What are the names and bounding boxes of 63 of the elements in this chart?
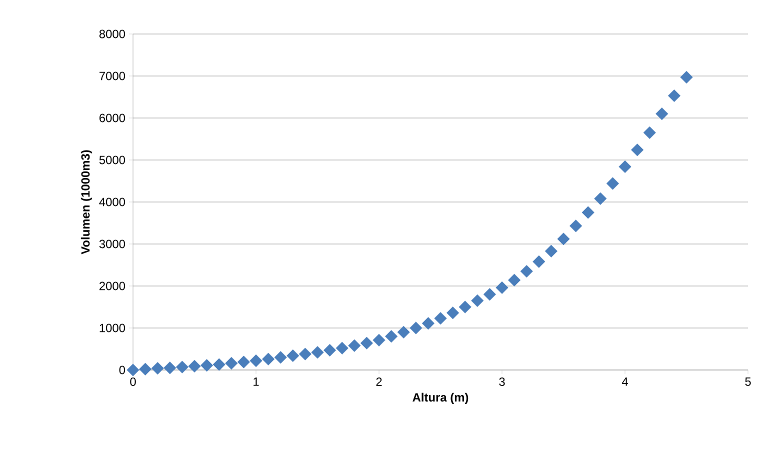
point (422, 317, 434, 330)
point (200, 359, 214, 372)
x-tick-label: 3 (499, 378, 505, 386)
x-tick-label: 0 (130, 378, 136, 386)
y-tick-label: 1000 (100, 324, 126, 332)
point (458, 300, 472, 314)
point (360, 336, 373, 350)
y-tick-label: 5000 (99, 156, 126, 164)
point (434, 312, 447, 325)
point (446, 306, 460, 320)
point (336, 342, 348, 354)
point (570, 220, 582, 232)
point (298, 348, 312, 360)
point (668, 89, 680, 102)
point (126, 364, 140, 376)
point (164, 362, 176, 374)
point (606, 177, 619, 190)
y-tick-label: 8000 (99, 30, 126, 38)
point (212, 358, 226, 371)
y-tick-label: 6000 (100, 114, 126, 122)
point (618, 160, 632, 173)
point (139, 362, 152, 376)
x-tick-label: 2 (376, 378, 382, 386)
point (483, 288, 496, 301)
point (237, 356, 250, 368)
point (397, 326, 410, 338)
x-tick-label: 4 (622, 378, 628, 386)
point (656, 108, 668, 120)
point (557, 232, 570, 246)
point (582, 206, 594, 219)
point (544, 244, 558, 258)
x-axis-title: Altura (m) (412, 392, 468, 404)
point (594, 192, 607, 205)
point (520, 265, 533, 278)
point (680, 70, 693, 84)
point (372, 334, 386, 346)
y-tick-label: 3000 (99, 240, 126, 248)
point (188, 360, 201, 372)
y-tick-label: 4000 (99, 198, 126, 206)
point (176, 360, 188, 374)
point (286, 349, 300, 362)
point (348, 339, 361, 352)
y-tick-label: 0 (119, 366, 126, 374)
point (311, 346, 324, 359)
point (151, 362, 164, 375)
y-tick-label: 2000 (99, 282, 126, 290)
point (225, 356, 238, 370)
x-tick-label: 5 (745, 378, 751, 386)
point (508, 274, 521, 286)
point (471, 294, 484, 307)
point (385, 330, 398, 343)
point (324, 344, 336, 357)
point (532, 255, 546, 268)
point (631, 144, 644, 156)
point (262, 352, 275, 366)
y-tick-label: 7000 (100, 72, 126, 80)
x-tick-label: 1 (254, 378, 259, 386)
point (250, 354, 262, 368)
point (410, 322, 422, 334)
y-axis-title: Volumen (1000m3) (80, 150, 92, 254)
point (643, 126, 656, 139)
point (496, 281, 508, 294)
point (274, 351, 287, 364)
